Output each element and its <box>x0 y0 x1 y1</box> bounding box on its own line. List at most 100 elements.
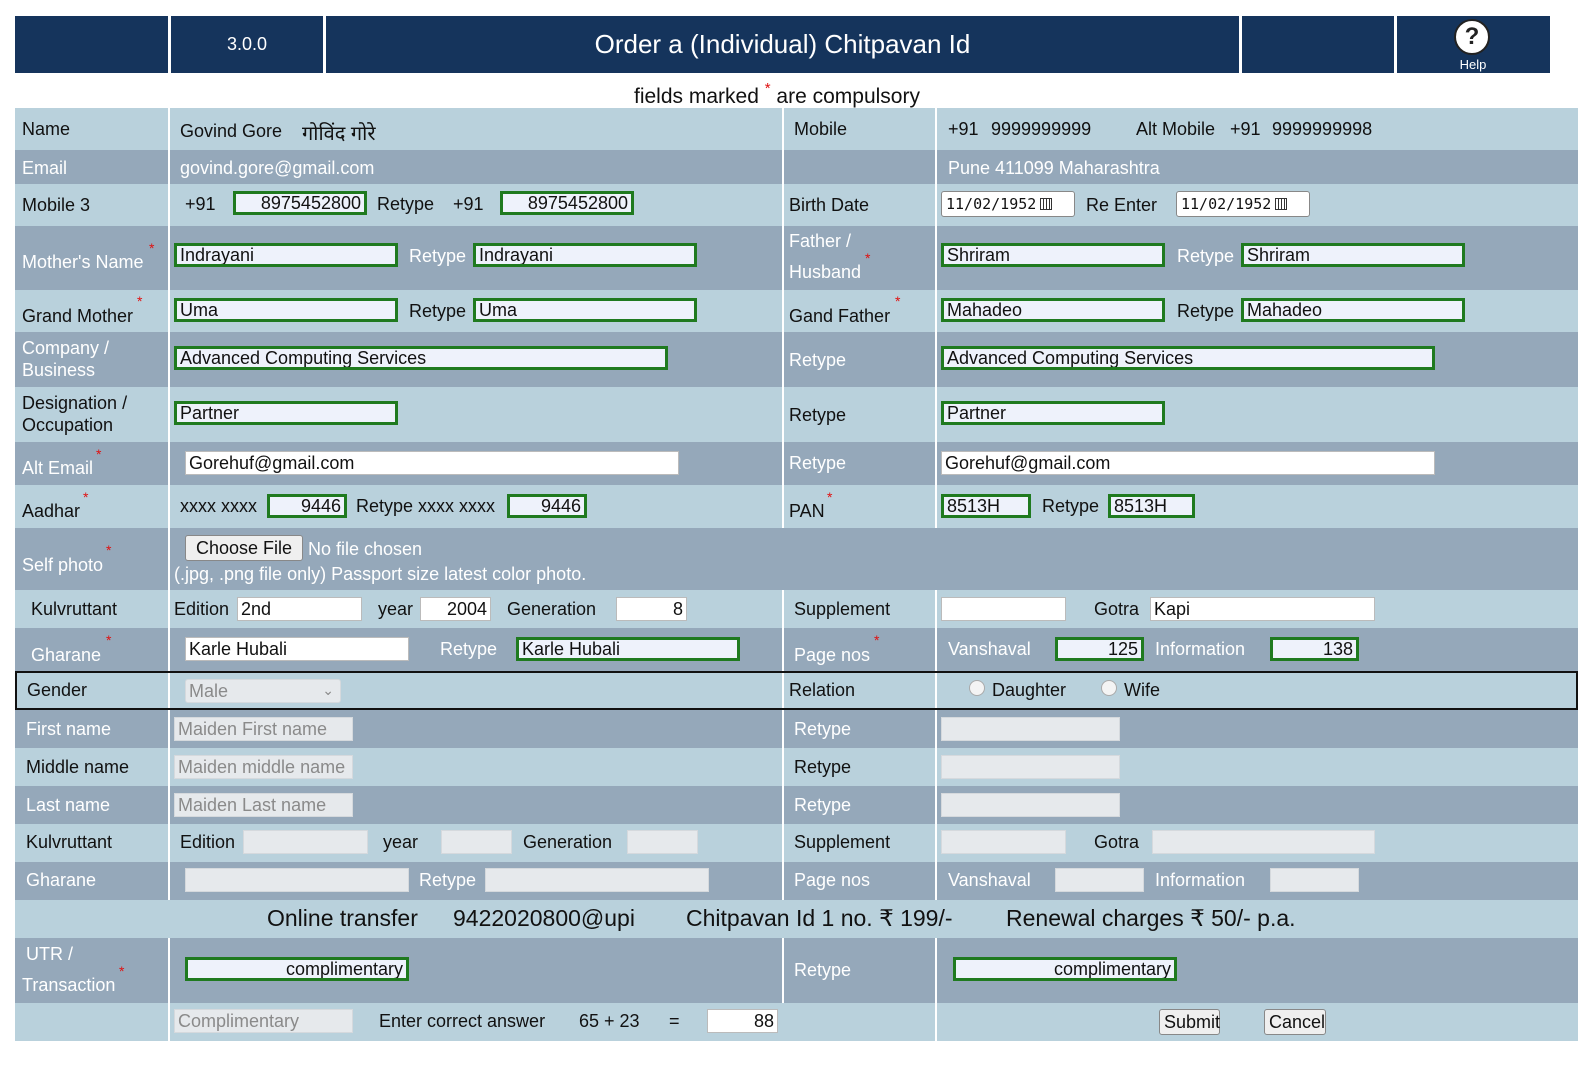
header-blank-left <box>15 16 168 73</box>
gender-select[interactable]: Male ⌄ <box>185 679 341 703</box>
aadhar-retype-input[interactable]: 9446 <box>507 494 587 518</box>
aadhar-label: Aadhar <box>22 501 81 521</box>
supplement-label: Supplement <box>794 599 891 619</box>
year-2-label: year <box>383 832 419 852</box>
grandmother-input[interactable]: Uma <box>174 298 398 322</box>
gharane-2-retype-label: Retype <box>419 870 477 890</box>
gharane-2-input[interactable] <box>185 868 409 892</box>
captcha-answer-input[interactable]: 88 <box>707 1009 778 1033</box>
reenter-date-input[interactable]: 11/02/1952 <box>1176 191 1310 217</box>
designation-input[interactable]: Partner <box>174 401 398 425</box>
cancel-button[interactable]: Cancel <box>1264 1009 1326 1035</box>
first-name-retype-input[interactable] <box>941 717 1120 741</box>
name-value-mr: गोविंद गोरे <box>302 123 376 145</box>
edition-2-label: Edition <box>180 832 236 852</box>
note-text-after: are compulsory <box>776 85 920 108</box>
mobile3-label: Mobile 3 <box>22 195 91 215</box>
help-label: Help <box>1459 57 1487 72</box>
gharane-retype-input[interactable]: Karle Hubali <box>516 637 740 661</box>
complimentary-field[interactable]: Complimentary <box>174 1009 353 1033</box>
company-retype-input[interactable]: Advanced Computing Services <box>941 346 1435 370</box>
information-2-input[interactable] <box>1270 868 1359 892</box>
pan-input[interactable]: 8513H <box>941 494 1031 518</box>
renewal-text: Renewal charges ₹ 50/- p.a. <box>1006 905 1296 931</box>
calendar-icon[interactable] <box>1040 198 1053 210</box>
help-button[interactable]: ? Help <box>1453 17 1493 73</box>
captcha-question: 65 + 23 <box>579 1011 640 1031</box>
online-transfer-label: Online transfer <box>267 905 418 931</box>
last-name-input[interactable]: Maiden Last name <box>174 793 353 817</box>
mobile-value: 9999999999 <box>991 119 1092 139</box>
generation-2-input[interactable] <box>627 830 698 854</box>
information-input[interactable]: 138 <box>1270 637 1359 661</box>
edition-2-input[interactable] <box>243 830 368 854</box>
row-kulvruttant-2: Kulvruttant Edition year Generation Supp… <box>15 824 1578 862</box>
first-name-retype-label: Retype <box>794 719 852 739</box>
company-label-2: Business <box>22 360 96 380</box>
birth-date-input[interactable]: 11/02/1952 <box>941 191 1075 217</box>
grandfather-input[interactable]: Mahadeo <box>941 298 1165 322</box>
row-gharane: Gharane * Karle Hubali Retype Karle Huba… <box>15 628 1578 671</box>
last-name-label: Last name <box>26 795 111 815</box>
middle-name-retype-input[interactable] <box>941 755 1120 779</box>
father-input[interactable]: Shriram <box>941 243 1165 267</box>
row-utr: UTR / Transaction * complimentary Retype… <box>15 938 1578 1003</box>
gotra-2-input[interactable] <box>1152 830 1375 854</box>
wife-radio[interactable] <box>1101 680 1117 696</box>
required-star: * <box>874 632 880 648</box>
relation-label: Relation <box>789 680 856 700</box>
compulsory-note: fields marked * are compulsory <box>634 80 920 109</box>
choose-file-button[interactable]: Choose File <box>185 535 303 561</box>
mother-retype-label: Retype <box>409 246 467 266</box>
birth-date-label: Birth Date <box>789 195 870 215</box>
middle-name-input[interactable]: Maiden middle name <box>174 755 353 779</box>
pan-retype-input[interactable]: 8513H <box>1108 494 1195 518</box>
calendar-icon[interactable] <box>1275 198 1288 210</box>
photo-hint: (.jpg, .png file only) Passport size lat… <box>174 564 587 584</box>
gender-value: Male <box>189 681 229 701</box>
gharane-2-retype-input[interactable] <box>485 868 709 892</box>
gotra-input[interactable]: Kapi <box>1150 597 1375 621</box>
supplement-2-label: Supplement <box>794 832 891 852</box>
year-2-input[interactable] <box>441 830 512 854</box>
supplement-2-input[interactable] <box>941 830 1066 854</box>
mobile3-retype-code: +91 <box>453 194 484 214</box>
vanshaval-2-input[interactable] <box>1055 868 1144 892</box>
last-name-retype-input[interactable] <box>941 793 1120 817</box>
aadhar-input[interactable]: 9446 <box>267 494 347 518</box>
mobile3-retype-input[interactable]: 8975452800 <box>500 191 634 215</box>
generation-input[interactable]: 8 <box>616 597 687 621</box>
utr-retype-input[interactable]: complimentary <box>953 957 1177 981</box>
mobile3-code: +91 <box>185 194 216 214</box>
gotra-2-label: Gotra <box>1094 832 1140 852</box>
captcha-equals: = <box>669 1011 680 1031</box>
first-name-input[interactable]: Maiden First name <box>174 717 353 741</box>
page-nos-label: Page nos <box>794 645 871 665</box>
edition-input[interactable]: 2nd <box>237 597 362 621</box>
alt-email-retype-label: Retype <box>789 453 847 473</box>
father-retype-input[interactable]: Shriram <box>1241 243 1465 267</box>
company-input[interactable]: Advanced Computing Services <box>174 346 668 370</box>
mother-input[interactable]: Indrayani <box>174 243 398 267</box>
mobile3-input[interactable]: 8975452800 <box>233 191 367 215</box>
vanshaval-input[interactable]: 125 <box>1055 637 1144 661</box>
supplement-input[interactable] <box>941 597 1066 621</box>
aadhar-mask: xxxx xxxx <box>180 496 258 516</box>
required-star: * <box>149 240 155 256</box>
year-input[interactable]: 2004 <box>420 597 491 621</box>
grandfather-retype-input[interactable]: Mahadeo <box>1241 298 1465 322</box>
alt-email-label: Alt Email <box>22 458 94 478</box>
designation-retype-input[interactable]: Partner <box>941 401 1165 425</box>
mother-retype-input[interactable]: Indrayani <box>473 243 697 267</box>
row-gender: Gender Male ⌄ Relation Daughter Wife <box>15 671 1578 710</box>
utr-input[interactable]: complimentary <box>185 957 409 981</box>
alt-email-retype-input[interactable]: Gorehuf@gmail.com <box>941 451 1435 475</box>
submit-button[interactable]: Submit <box>1159 1009 1220 1035</box>
grandmother-retype-input[interactable]: Uma <box>473 298 697 322</box>
alt-mobile-value: 9999999998 <box>1272 119 1373 139</box>
gharane-input[interactable]: Karle Hubali <box>185 637 409 661</box>
aadhar-retype-label: Retype xxxx xxxx <box>356 496 496 516</box>
kulvruttant-label: Kulvruttant <box>31 599 118 619</box>
daughter-radio[interactable] <box>969 680 985 696</box>
alt-email-input[interactable]: Gorehuf@gmail.com <box>185 451 679 475</box>
